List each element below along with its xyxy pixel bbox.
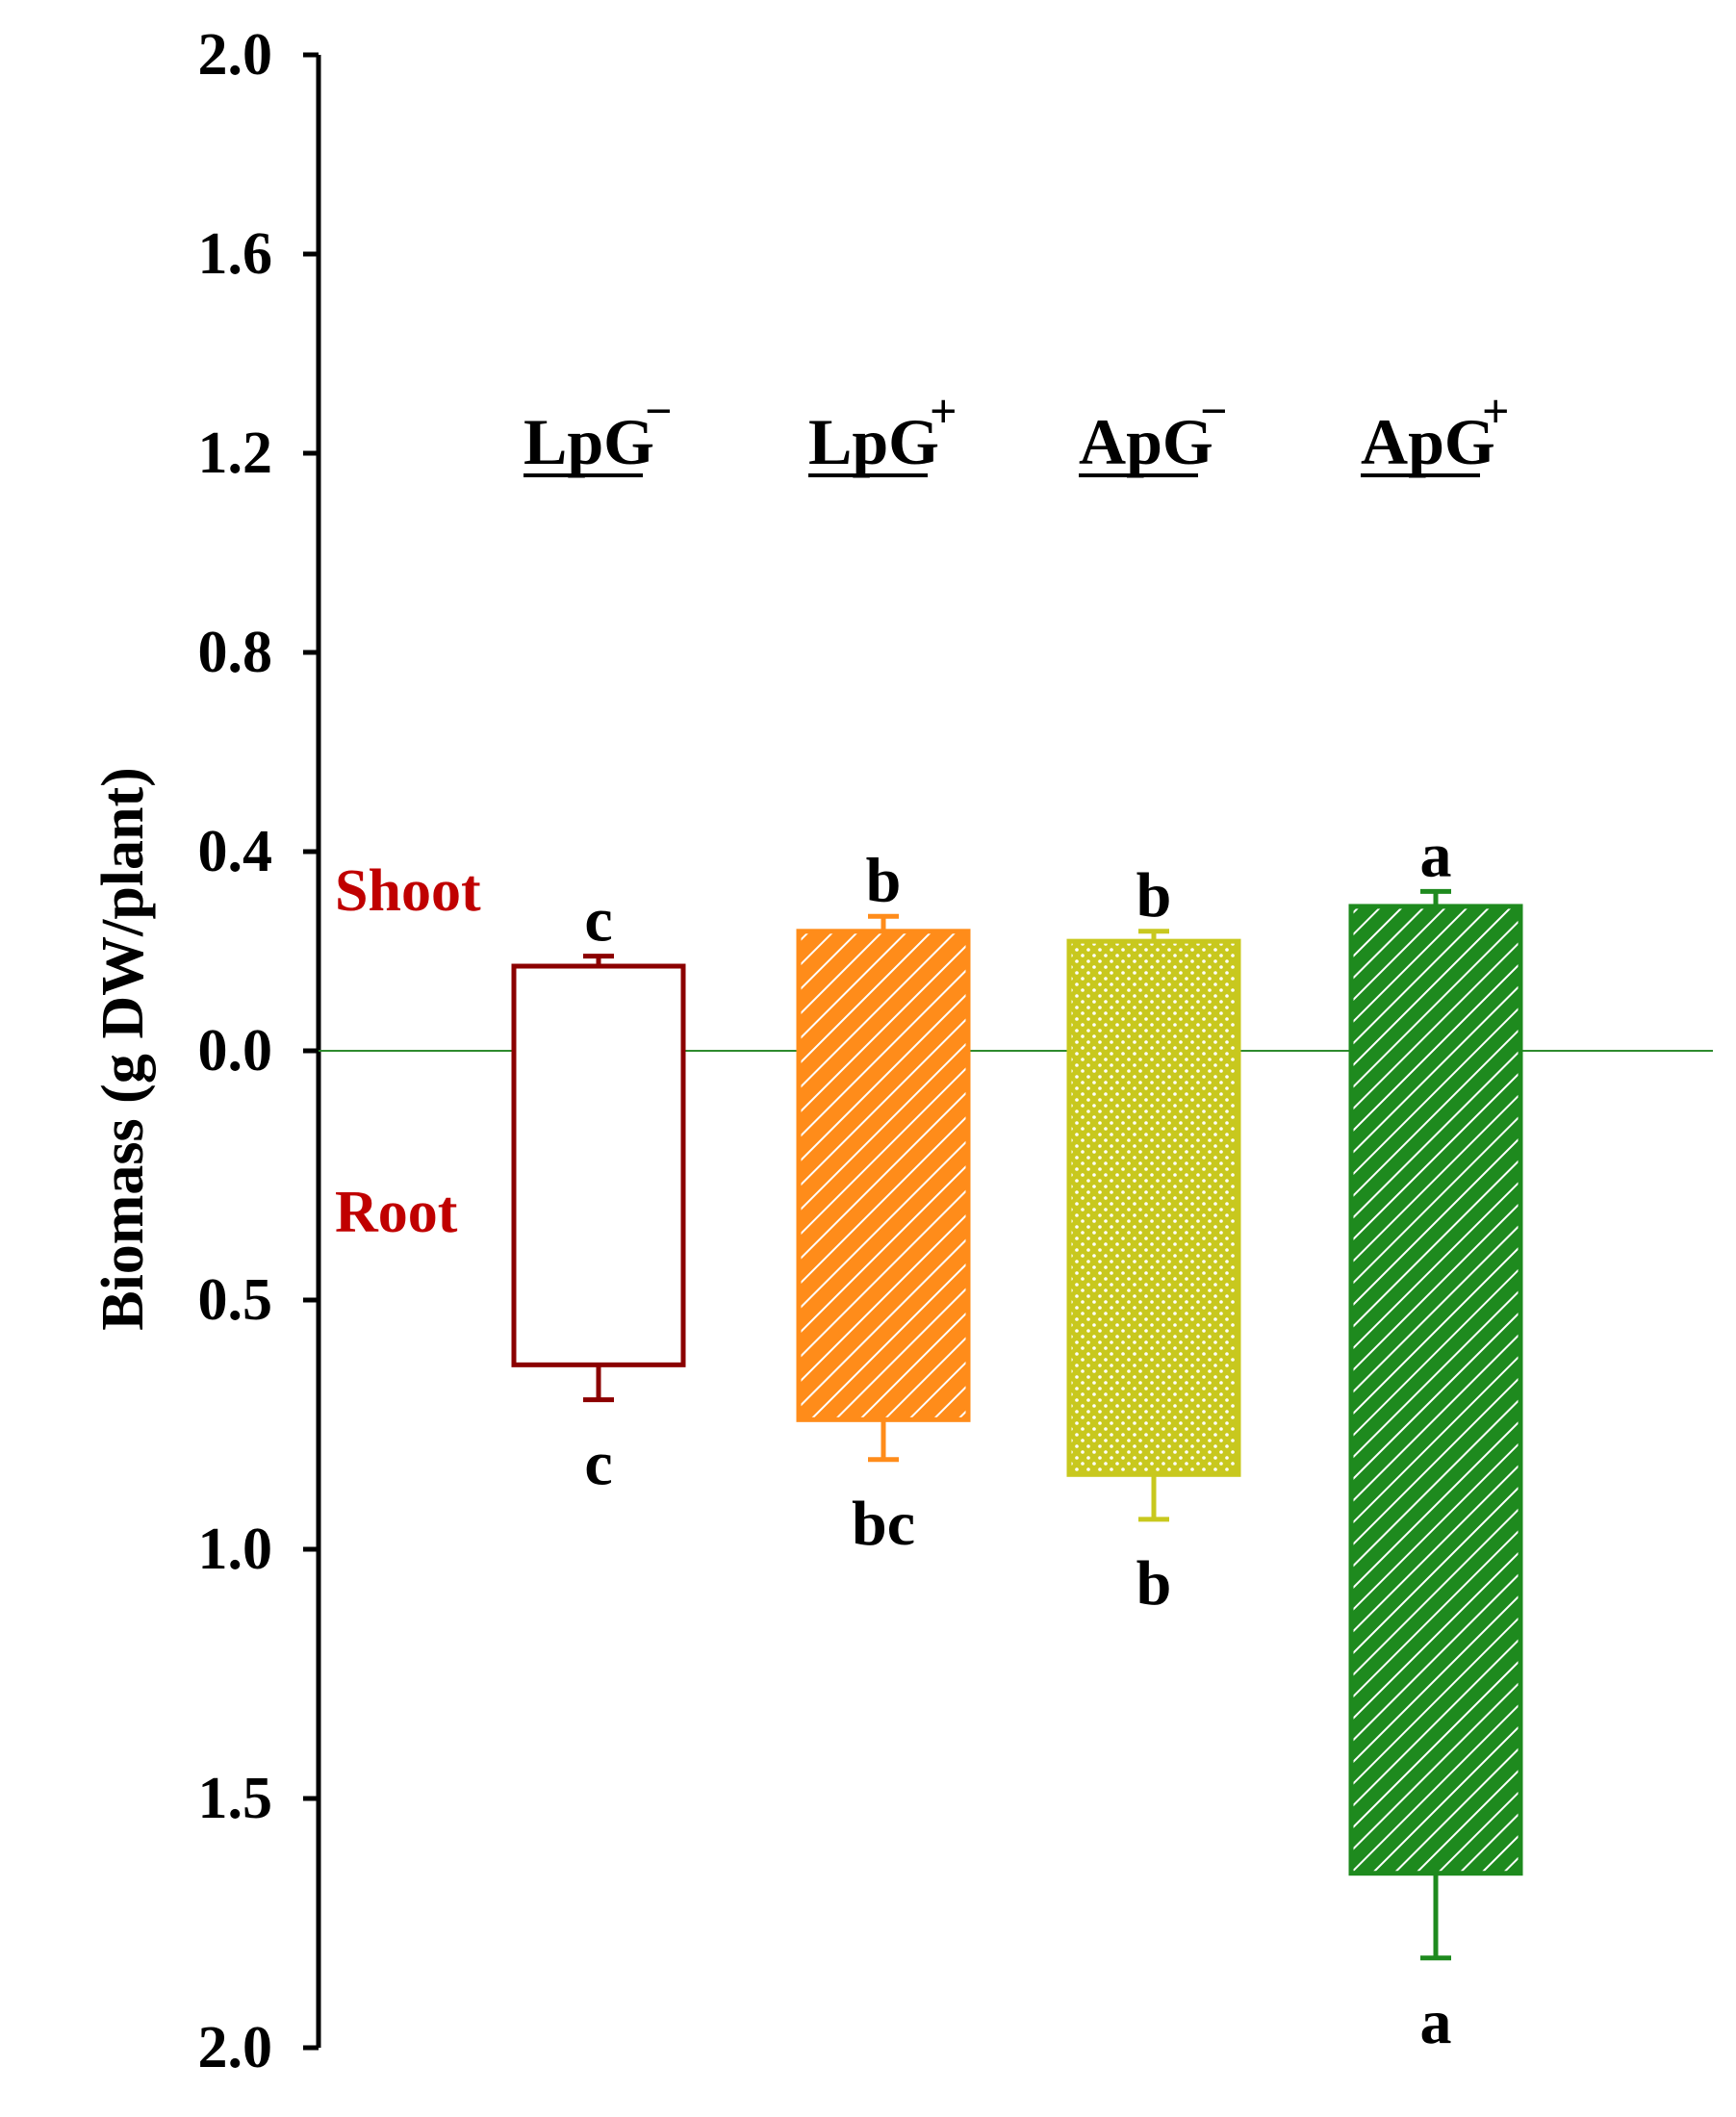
y-tick-label: 1.5: [198, 1766, 273, 1831]
shoot-significance-letter: c: [584, 885, 612, 956]
y-axis: 0.0 0.4 0.8 1.2 1.6 2.0 0.5 1.0 1.5 2.0: [198, 22, 1713, 2080]
y-tick-label: 0.4: [198, 819, 273, 884]
y-tick-label: 2.0: [198, 22, 273, 88]
category-label-3: ApG+: [1361, 384, 1510, 478]
y-tick-label: 2.0: [198, 2015, 273, 2080]
category-label-0: LpG−: [523, 384, 673, 478]
shoot-label: Shoot: [335, 858, 481, 924]
category-label-2: ApG−: [1079, 384, 1228, 478]
root-significance-letter: c: [584, 1429, 612, 1499]
category-name: ApG: [1079, 405, 1213, 478]
category-label-1: LpG+: [808, 384, 957, 478]
category-superscript: +: [1482, 384, 1510, 438]
y-tick-label: 1.0: [198, 1517, 273, 1582]
category-name: LpG: [523, 405, 654, 478]
root-significance-letter: bc: [852, 1489, 915, 1559]
shoot-significance-letter: a: [1420, 820, 1452, 890]
category-superscript: +: [930, 384, 957, 438]
y-tick-label: 0.8: [198, 620, 273, 685]
category-superscript: −: [645, 384, 673, 438]
bar-lpg-0: [511, 963, 686, 1367]
category-name: ApG: [1361, 405, 1495, 478]
y-axis-title: Biomass (g DW/plant): [90, 767, 156, 1331]
y-tick-label: 1.2: [198, 421, 273, 486]
root-significance-letter: a: [1420, 1987, 1452, 2057]
bars: [511, 888, 1523, 1961]
y-tick-label: 0.5: [198, 1267, 273, 1333]
y-tick-label: 0.0: [198, 1018, 273, 1084]
y-tick-label: 1.6: [198, 221, 273, 287]
category-superscript: −: [1200, 384, 1228, 438]
category-name: LpG: [808, 405, 939, 478]
shoot-significance-letter: b: [866, 845, 902, 915]
root-label: Root: [335, 1180, 458, 1245]
root-significance-letter: b: [1136, 1548, 1172, 1619]
bar-apg-2: [1066, 938, 1241, 1477]
shoot-significance-letter: b: [1136, 860, 1172, 931]
bar-apg-3: [1348, 904, 1523, 1876]
bar-lpg-1: [796, 929, 971, 1422]
